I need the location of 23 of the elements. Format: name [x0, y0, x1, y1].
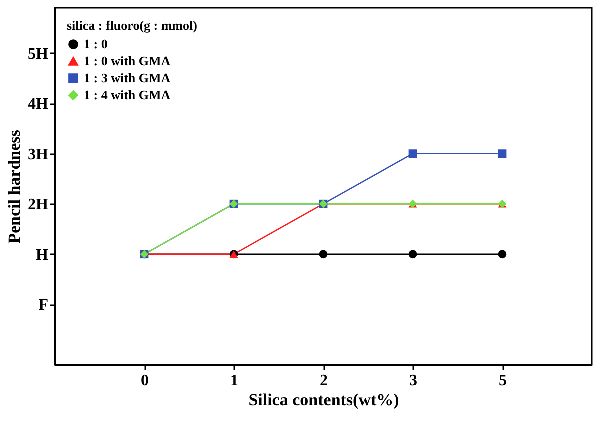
x-axis-title: Silica contents(wt%): [248, 390, 400, 410]
point: [408, 150, 418, 158]
point: [498, 250, 507, 259]
y-tick-label: F: [38, 297, 49, 314]
x-tick-label: 5: [499, 372, 507, 390]
x-tick-label: 1: [230, 372, 238, 390]
legend-label: 1 : 0 with GMA: [84, 54, 172, 68]
x-tick-label: 3: [410, 372, 418, 390]
legend-label: 1 : 3 with GMA: [84, 70, 172, 86]
y-tick-label: 3H: [28, 146, 50, 164]
point: [319, 250, 328, 259]
y-axis-title: Pencil hardness: [5, 130, 24, 244]
y-tick-label: 5H: [28, 46, 50, 63]
y-tick-label: 4H: [28, 96, 50, 114]
legend-label: 1 : 0: [84, 36, 108, 52]
legend-label: 1 : 4 with GMA: [84, 88, 172, 102]
x-tick-label: 2: [320, 372, 328, 390]
point: [498, 150, 507, 158]
legend-title: silica : fluoro(g : mmol): [67, 18, 198, 33]
x-tick-label: 0: [141, 372, 149, 390]
point: [408, 250, 418, 259]
y-tick-label: H: [36, 246, 50, 264]
y-tick-label: 2H: [28, 196, 50, 214]
